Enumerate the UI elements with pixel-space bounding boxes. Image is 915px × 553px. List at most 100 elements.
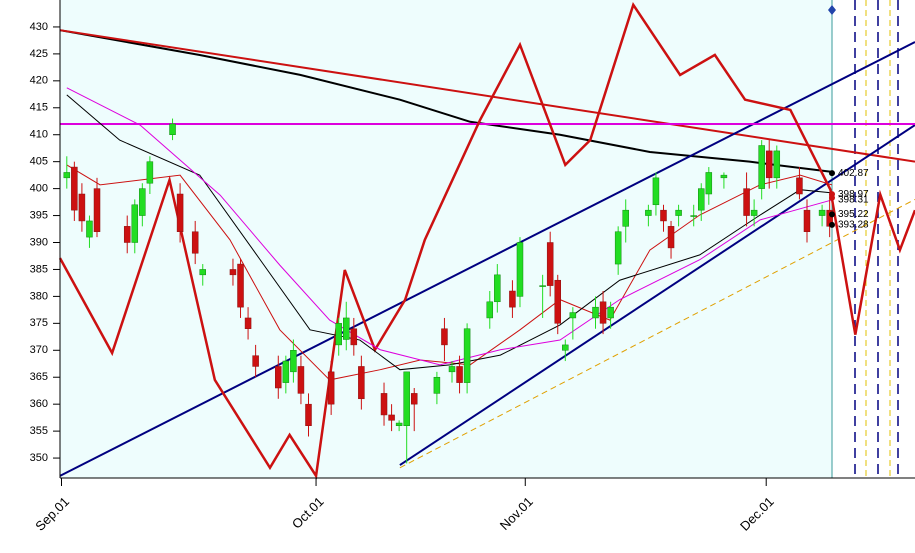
candle-body — [358, 366, 365, 400]
candle-body — [698, 188, 705, 211]
candle-body — [176, 193, 184, 232]
candle-body — [71, 166, 78, 211]
candle-body — [63, 172, 71, 179]
y-tick-label: 405 — [30, 156, 48, 168]
candle-body — [410, 393, 418, 405]
candle-body — [705, 172, 713, 195]
y-tick-label: 430 — [30, 21, 48, 33]
candle-body — [456, 366, 463, 383]
candle-body — [765, 150, 773, 179]
candle-body — [139, 188, 146, 216]
candle-body — [645, 209, 652, 216]
price-dot — [829, 211, 835, 218]
candle-body — [433, 376, 441, 394]
y-tick-label: 390 — [30, 236, 48, 248]
candle-body — [343, 317, 350, 340]
candle-body — [86, 220, 93, 238]
candle-body — [335, 323, 342, 346]
candle-body — [448, 366, 456, 373]
candle-body — [199, 269, 207, 276]
candle-body — [554, 279, 561, 324]
indicator-line — [59, 29, 833, 173]
candle-body — [350, 328, 358, 346]
candle-body — [275, 366, 282, 389]
y-tick-label: 425 — [30, 48, 48, 60]
y-tick-label: 415 — [30, 102, 48, 114]
candle-body — [463, 328, 471, 383]
candle-body — [403, 371, 410, 426]
candle-body — [327, 371, 335, 405]
candle-body — [690, 215, 697, 217]
candle-body — [441, 328, 448, 346]
y-tick-label: 385 — [30, 263, 48, 275]
y-tick-label: 375 — [30, 317, 48, 329]
indicator-line — [66, 87, 833, 366]
y-tick-label: 380 — [30, 290, 48, 302]
candle-body — [743, 188, 750, 216]
x-tick-label: Sep.01 — [32, 494, 72, 534]
candle-body — [539, 285, 546, 287]
candle-body — [494, 274, 501, 303]
y-tick-label: 370 — [30, 344, 48, 356]
price-label: 398.97 — [838, 189, 869, 200]
candle-body — [622, 209, 629, 227]
plot-background — [60, 0, 832, 478]
candle-body — [773, 150, 781, 179]
candle-body — [599, 301, 607, 324]
x-tick-label: Nov.01 — [497, 494, 536, 533]
candle-body — [509, 290, 516, 308]
y-tick-label: 360 — [30, 398, 48, 410]
indicator-line — [59, 41, 915, 477]
candle-body — [290, 350, 297, 373]
candle-body — [546, 242, 554, 286]
candle-body — [78, 193, 86, 222]
y-tick-label: 400 — [30, 183, 48, 195]
candle-body — [758, 145, 765, 189]
candle-body — [191, 231, 199, 254]
candle-body — [660, 209, 667, 222]
price-dot — [829, 221, 835, 228]
candle-body — [667, 226, 675, 249]
y-tick-label: 365 — [30, 371, 48, 383]
indicator-line — [66, 94, 832, 371]
candle-body — [388, 414, 395, 421]
candle-body — [607, 306, 614, 319]
candle-body — [131, 204, 139, 243]
y-tick-label: 410 — [30, 129, 48, 141]
candle-body — [237, 263, 244, 308]
candle-body — [380, 393, 388, 416]
price-label: 395.22 — [838, 209, 869, 220]
y-tick-label: 395 — [30, 209, 48, 221]
candle-body — [123, 226, 131, 243]
candle-body — [146, 161, 154, 184]
price-dot — [829, 194, 835, 201]
y-tick-label: 350 — [30, 452, 48, 464]
candle-body — [562, 344, 569, 351]
price-dot — [829, 170, 835, 177]
candle-body — [803, 209, 811, 232]
plot — [58, 1, 915, 480]
candle-body — [750, 209, 758, 216]
candle-body — [252, 355, 259, 367]
indicator-line — [58, 1, 915, 480]
x-tick-label: Dec.01 — [737, 494, 777, 534]
candle-body — [229, 269, 237, 276]
candle-body — [282, 360, 290, 383]
price-label: 398.31 — [838, 194, 869, 205]
candle-body — [569, 312, 577, 319]
candle-body — [297, 366, 305, 394]
cursor-marker — [828, 5, 836, 15]
candle-body — [652, 177, 660, 206]
x-tick-label: Oct.01 — [289, 494, 327, 532]
candle-body — [796, 177, 803, 195]
candle-body — [675, 209, 682, 216]
indicator-line — [399, 198, 915, 469]
y-tick-label: 355 — [30, 425, 48, 437]
candle-body — [305, 403, 312, 426]
price-label: 402.87 — [838, 168, 869, 179]
candle-body — [486, 301, 494, 319]
candle-body — [516, 242, 524, 297]
candle-body — [592, 306, 599, 319]
candle-body — [720, 174, 728, 179]
